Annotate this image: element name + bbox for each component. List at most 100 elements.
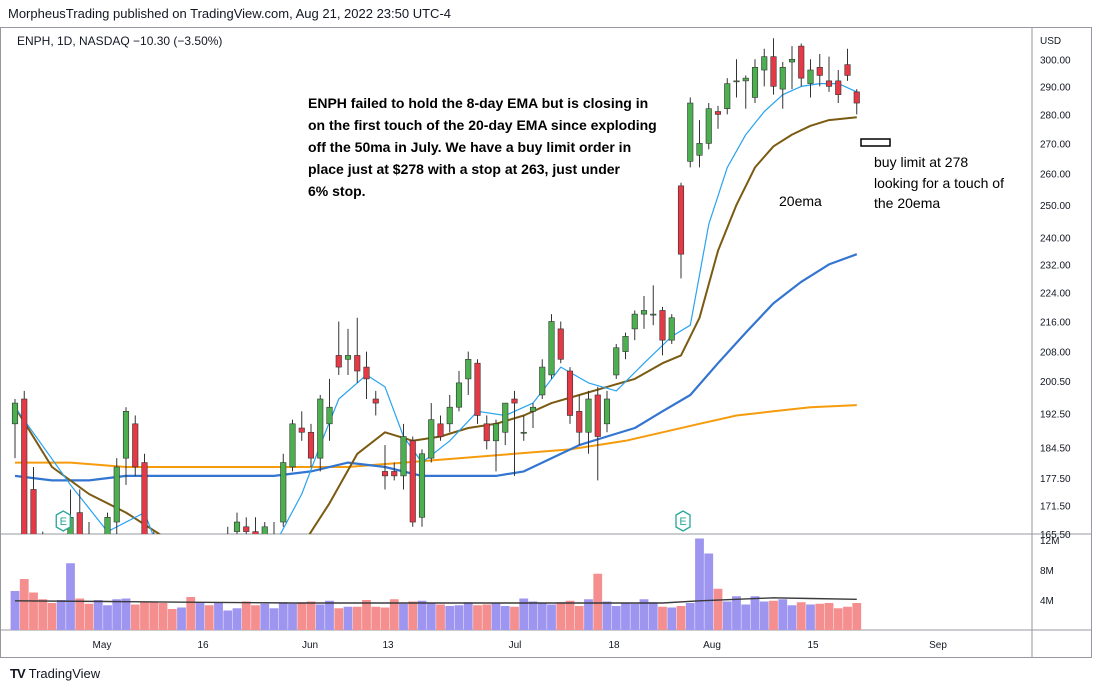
candle-2022-08-25 [798, 43, 805, 87]
candle-2022-05-16 [151, 531, 157, 586]
volume-bar-2022-07-08 [482, 604, 492, 630]
candle-2022-05-26 [227, 526, 229, 534]
candle-body [529, 406, 537, 412]
candle-2022-06-16 [354, 317, 361, 383]
volume-bar-2022-08-24 [787, 605, 797, 630]
candle-2022-06-06 [280, 453, 287, 527]
volume-bar-2022-07-19 [547, 604, 556, 630]
time-axis[interactable]: May 16 Jun 13 Jul 18 Aug 15 Sep [93, 640, 948, 651]
volume-bar-2022-07-13 [510, 606, 519, 630]
candle-body [640, 310, 648, 315]
candle-2022-07-01 [446, 394, 453, 433]
volume-bar-2022-04-26 [19, 579, 29, 630]
volume-bar-2022-05-31 [241, 601, 251, 630]
time-tick-18: 18 [608, 640, 620, 651]
candle-body [122, 411, 130, 459]
candle-body [40, 551, 46, 597]
candle-body [132, 423, 139, 468]
candle-body [668, 317, 675, 341]
volume-bar-2022-07-27 [602, 601, 612, 630]
volume-bar-2022-05-17 [158, 603, 168, 630]
volume-bar-2022-07-26 [593, 573, 603, 630]
time-tick-Jul: Jul [509, 640, 522, 651]
candle-2022-07-11 [492, 419, 500, 472]
price-tick-300.00: 300.00 [1040, 55, 1071, 66]
candle-body [317, 398, 324, 459]
volume-bar-2022-08-23 [778, 599, 788, 630]
candle-2022-06-17 [363, 351, 370, 400]
candle-2022-08-24 [788, 46, 796, 90]
volume-bar-2022-08-12 [713, 588, 723, 630]
ema8-path [14, 83, 858, 534]
candle-2022-07-22 [576, 394, 583, 446]
volume-bar-2022-05-02 [56, 600, 66, 630]
candle-2022-08-01 [631, 310, 638, 341]
candle-body [252, 531, 259, 534]
candle-body [613, 347, 620, 376]
volume-bar-2022-05-20 [186, 597, 196, 630]
volume-tick-4M: 4M [1040, 596, 1054, 607]
price-tick-232.00: 232.00 [1040, 260, 1071, 271]
candle-2022-07-26 [594, 386, 601, 481]
candle-body [113, 466, 120, 523]
candle-body [326, 406, 333, 425]
time-tick-13: 13 [382, 640, 394, 651]
volume-bar-2022-06-23 [389, 599, 399, 630]
earnings-marker-text: E [679, 516, 686, 528]
candle-2022-06-09 [307, 423, 315, 467]
volume-bar-2022-08-11 [704, 553, 714, 630]
candle-2022-08-26 [807, 59, 814, 98]
candle-2022-06-30 [437, 415, 444, 441]
volume-bar-2022-07-29 [621, 603, 630, 630]
candle-body [437, 423, 444, 437]
candle-2022-08-17 [742, 75, 749, 109]
candle-body [770, 56, 777, 87]
tradingview-footer[interactable]: TV TradingView [10, 666, 100, 681]
price-tick-200.50: 200.50 [1040, 377, 1071, 388]
volume-bar-2022-05-06 [93, 600, 103, 630]
candle-body [151, 541, 157, 586]
candle-body [724, 83, 731, 109]
volume-bar-2022-07-14 [519, 598, 529, 630]
candle-2022-05-12 [132, 415, 139, 476]
volume-bar-2022-06-21 [371, 606, 381, 630]
note-line-1: ENPH failed to hold the 8-day EMA but is… [308, 95, 648, 111]
candle-2022-06-02 [261, 522, 268, 534]
candle-2022-06-13 [326, 378, 333, 441]
earnings-marker-shape [675, 510, 691, 532]
buy-note-line-2: looking for a touch of [874, 175, 1004, 191]
volume-bar-2022-05-27 [232, 608, 242, 630]
candle-body [96, 561, 102, 576]
candle-body [779, 67, 786, 90]
candle-2022-05-20 [188, 623, 194, 679]
volume-bar-2022-06-01 [251, 605, 260, 630]
candle-2022-06-27 [409, 436, 416, 527]
candle-body [733, 80, 740, 83]
tradingview-logo-icon: TV [10, 666, 26, 681]
candle-2022-08-19 [761, 48, 768, 87]
candle-body [557, 328, 564, 360]
candle-body [474, 362, 481, 416]
note-line-5: 6% stop. [308, 183, 366, 199]
candle-body [21, 398, 28, 534]
candle-body [844, 64, 851, 76]
candle-body [261, 526, 268, 534]
volume-bar-2022-08-05 [667, 607, 677, 630]
price-tick-240.00: 240.00 [1040, 233, 1071, 244]
candle-body [742, 77, 749, 82]
candle-2022-08-02 [640, 296, 648, 329]
candle-body [761, 56, 768, 71]
symbol-legend[interactable]: ENPH, 1D, NASDAQ −10.30 (−3.50%) [17, 34, 222, 48]
candle-2022-08-08 [677, 182, 685, 279]
candle-body [853, 91, 860, 104]
price-axis[interactable]: 300.00 290.00 280.00 270.00 260.00 250.00 240.… [1040, 55, 1071, 541]
volume-bar-2022-05-24 [204, 605, 214, 630]
candle-body [483, 423, 490, 442]
candle-2022-06-03 [273, 522, 275, 534]
earnings-marker-text: E [60, 516, 67, 528]
time-tick-Sep: Sep [929, 640, 947, 651]
candle-2022-07-13 [511, 390, 518, 476]
ma50-path [14, 253, 858, 482]
